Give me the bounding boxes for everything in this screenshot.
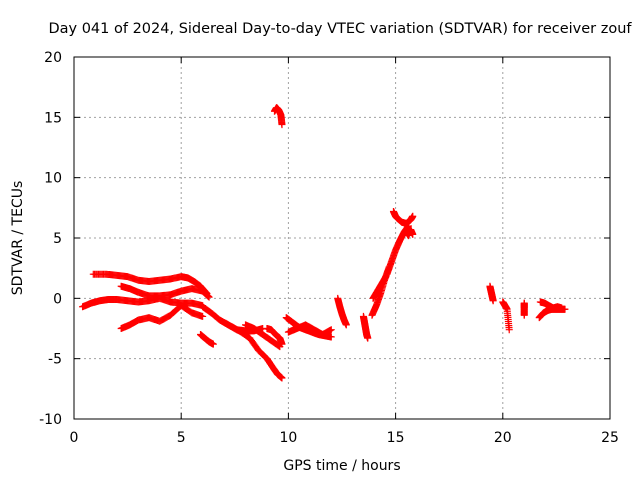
data-point-marker bbox=[278, 121, 286, 129]
data-point-marker bbox=[558, 304, 566, 312]
x-tick-label: 25 bbox=[601, 430, 619, 446]
series-arc-22b bbox=[536, 298, 566, 312]
data-point-marker bbox=[409, 230, 417, 238]
series-blob-0600 bbox=[196, 331, 217, 348]
y-tick-label: 15 bbox=[44, 110, 62, 126]
data-point-marker bbox=[364, 334, 372, 342]
data-point-marker bbox=[204, 292, 212, 300]
x-axis-label: GPS time / hours bbox=[283, 458, 400, 474]
y-tick-label: 0 bbox=[53, 291, 62, 307]
x-tick-label: 0 bbox=[70, 430, 79, 446]
series-pts-1930 bbox=[486, 282, 497, 305]
series-tail-1530 bbox=[402, 226, 417, 240]
series-arc-bottom bbox=[117, 302, 207, 332]
data-point-marker bbox=[205, 293, 213, 301]
series-arc-middle bbox=[117, 282, 213, 301]
y-tick-label: -10 bbox=[39, 412, 62, 428]
series-arc-8to9 bbox=[242, 321, 284, 351]
x-tick-label: 10 bbox=[279, 430, 297, 446]
data-point-marker bbox=[327, 326, 335, 334]
series-cluster-0930 bbox=[263, 325, 286, 348]
series-arc-1230 bbox=[334, 294, 350, 329]
data-point-marker bbox=[561, 305, 569, 313]
data-point-marker bbox=[505, 326, 513, 334]
y-tick-label: 20 bbox=[44, 50, 62, 66]
data-point-marker bbox=[209, 340, 217, 348]
series-rise-14b bbox=[369, 273, 390, 302]
chart-title: Day 041 of 2024, Sidereal Day-to-day VTE… bbox=[48, 21, 632, 37]
data-point-marker bbox=[327, 333, 335, 341]
series-peak-15 bbox=[389, 207, 417, 228]
series-arc-lower bbox=[79, 294, 207, 311]
y-tick-label: 5 bbox=[53, 231, 62, 247]
series-arc-upper bbox=[89, 270, 211, 298]
data-point-marker bbox=[489, 297, 497, 305]
y-axis: -10 -5 0 5 10 15 20 bbox=[39, 50, 610, 428]
data-point-marker bbox=[199, 312, 207, 320]
data-point-marker bbox=[278, 374, 286, 382]
data-point-marker bbox=[278, 340, 286, 348]
data-points bbox=[79, 104, 569, 382]
x-tick-label: 15 bbox=[387, 430, 405, 446]
data-point-marker bbox=[342, 321, 350, 329]
series-pts-21 bbox=[520, 299, 528, 319]
series-arc-10to12-b bbox=[284, 321, 335, 339]
y-tick-label: -5 bbox=[48, 352, 62, 368]
y-axis-label: SDTVAR / TECUs bbox=[10, 181, 26, 296]
x-tick-label: 5 bbox=[177, 430, 186, 446]
grid-lines bbox=[74, 57, 610, 419]
data-point-marker bbox=[520, 311, 528, 319]
x-axis: 0 5 10 15 20 25 bbox=[70, 57, 619, 446]
x-tick-label: 20 bbox=[494, 430, 512, 446]
data-point-marker bbox=[409, 212, 417, 220]
series-arc-1330 bbox=[359, 312, 372, 342]
series-spike-0930 bbox=[270, 104, 286, 129]
series-arc-7to9-lower bbox=[220, 318, 286, 382]
y-tick-label: 10 bbox=[44, 171, 62, 187]
series-pts-2020 bbox=[499, 298, 513, 334]
data-point-marker bbox=[204, 293, 212, 301]
